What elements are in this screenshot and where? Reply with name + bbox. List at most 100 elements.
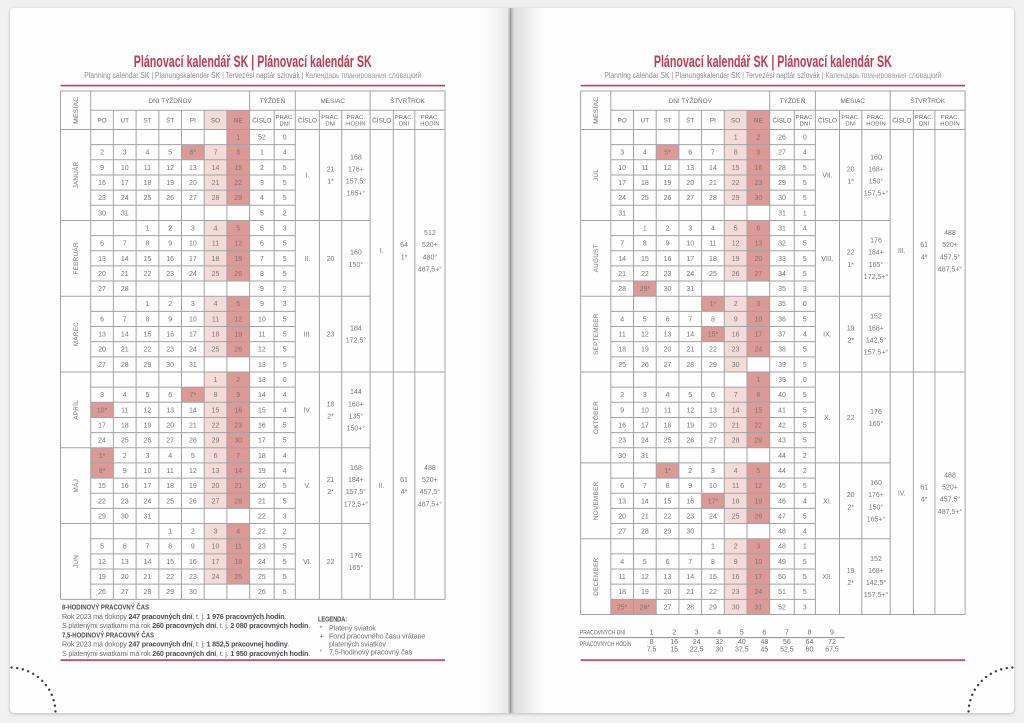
svg-text:19: 19 — [664, 180, 672, 187]
svg-text:5: 5 — [283, 589, 287, 596]
svg-text:PO: PO — [97, 117, 106, 124]
svg-text:PRAC.: PRAC. — [841, 115, 860, 121]
svg-text:12: 12 — [234, 241, 242, 248]
svg-text:49: 49 — [778, 559, 786, 566]
svg-text:5: 5 — [283, 241, 287, 248]
svg-text:1: 1 — [260, 150, 264, 157]
svg-text:11: 11 — [121, 407, 128, 414]
svg-text:12: 12 — [98, 559, 106, 566]
svg-text:MESIAC: MESIAC — [73, 97, 80, 124]
svg-text:PRAC.: PRAC. — [867, 115, 886, 121]
svg-text:21: 21 — [189, 422, 197, 429]
svg-text:3: 3 — [620, 150, 624, 157]
svg-text:39: 39 — [778, 362, 786, 369]
svg-text:27: 27 — [618, 529, 626, 536]
svg-text:43: 43 — [778, 438, 786, 445]
svg-text:13: 13 — [258, 362, 266, 369]
svg-text:20: 20 — [98, 347, 106, 354]
svg-text:3: 3 — [688, 225, 692, 232]
svg-text:15*: 15* — [708, 332, 719, 339]
svg-text:25: 25 — [234, 574, 242, 581]
svg-text:PRAC.: PRAC. — [321, 115, 340, 121]
svg-text:5: 5 — [803, 316, 807, 323]
svg-text:20: 20 — [189, 180, 197, 187]
svg-text:22: 22 — [258, 529, 266, 536]
svg-text:165+°: 165+° — [347, 190, 366, 198]
svg-text:184+: 184+ — [348, 477, 364, 484]
svg-text:7: 7 — [734, 392, 738, 399]
svg-text:2: 2 — [123, 453, 127, 460]
svg-text:2: 2 — [260, 165, 264, 172]
svg-text:160: 160 — [870, 154, 882, 161]
svg-text:VI.: VI. — [303, 559, 312, 566]
svg-text:Rok 2023 má dokopy 247 pracovn: Rok 2023 má dokopy 247 pracovných dní, t… — [62, 640, 290, 649]
svg-text:SO: SO — [211, 117, 220, 124]
svg-text:18: 18 — [121, 422, 129, 429]
svg-text:5: 5 — [260, 225, 264, 232]
svg-text:160+: 160+ — [348, 401, 364, 408]
svg-text:1: 1 — [711, 544, 715, 551]
svg-text:DNÍ: DNÍ — [919, 120, 930, 127]
svg-text:2: 2 — [803, 453, 807, 460]
svg-text:23: 23 — [189, 574, 197, 581]
svg-text:5: 5 — [643, 559, 647, 566]
svg-text:11: 11 — [167, 468, 174, 475]
svg-text:2*: 2* — [847, 580, 854, 587]
svg-text:20: 20 — [258, 483, 266, 490]
svg-text:35: 35 — [778, 286, 786, 293]
svg-text:LEGENDA:: LEGENDA: — [318, 615, 347, 624]
svg-text:2: 2 — [803, 468, 807, 475]
svg-text:176: 176 — [870, 409, 882, 416]
svg-text:25: 25 — [618, 362, 626, 369]
svg-text:23: 23 — [166, 271, 174, 278]
svg-text:4: 4 — [168, 453, 172, 460]
svg-text:5: 5 — [283, 347, 287, 354]
svg-text:5: 5 — [756, 468, 760, 475]
svg-text:8: 8 — [260, 271, 264, 278]
svg-text:PRAC.: PRAC. — [941, 115, 960, 121]
svg-text:44: 44 — [778, 468, 786, 475]
svg-text:488: 488 — [944, 473, 956, 480]
svg-text:4: 4 — [666, 392, 670, 399]
svg-text:2: 2 — [620, 392, 624, 399]
svg-text:3: 3 — [260, 180, 264, 187]
svg-text:7: 7 — [236, 453, 240, 460]
svg-text:64: 64 — [806, 639, 814, 646]
svg-text:5: 5 — [803, 422, 807, 429]
svg-text:7: 7 — [620, 241, 624, 248]
svg-text:22: 22 — [709, 347, 717, 354]
svg-text:157,5+°: 157,5+° — [864, 349, 889, 357]
svg-text:5: 5 — [283, 180, 287, 187]
svg-text:11: 11 — [619, 332, 626, 339]
svg-text:23: 23 — [754, 180, 762, 187]
svg-text:16: 16 — [98, 180, 106, 187]
svg-text:31: 31 — [189, 362, 197, 369]
svg-text:26: 26 — [258, 589, 266, 596]
svg-text:5: 5 — [803, 483, 807, 490]
svg-text:HODÍN: HODÍN — [940, 120, 959, 127]
svg-text:2*: 2* — [847, 338, 854, 345]
svg-text:NE: NE — [754, 117, 763, 124]
svg-text:4: 4 — [620, 316, 624, 323]
svg-text:I.: I. — [305, 172, 309, 179]
svg-text:520+: 520+ — [942, 485, 958, 492]
svg-text:520+: 520+ — [942, 242, 958, 249]
svg-text:27: 27 — [664, 362, 672, 369]
svg-text:JÚN: JÚN — [71, 555, 80, 568]
svg-text:4: 4 — [260, 195, 264, 202]
svg-text:9: 9 — [168, 316, 172, 323]
svg-text:23: 23 — [664, 271, 672, 278]
svg-text:17: 17 — [144, 483, 152, 490]
svg-text:22: 22 — [641, 271, 649, 278]
svg-text:457,5°: 457,5° — [940, 496, 961, 504]
svg-text:MESIAC: MESIAC — [320, 98, 345, 105]
svg-text:157,5°: 157,5° — [346, 177, 367, 185]
svg-text:22: 22 — [144, 271, 152, 278]
svg-text:45: 45 — [760, 647, 768, 654]
svg-text:10: 10 — [618, 165, 626, 172]
svg-text:28: 28 — [686, 604, 694, 611]
svg-text:22: 22 — [144, 347, 152, 354]
svg-text:NOVEMBER: NOVEMBER — [593, 481, 600, 520]
svg-text:29: 29 — [709, 604, 717, 611]
svg-text:1: 1 — [643, 225, 647, 232]
